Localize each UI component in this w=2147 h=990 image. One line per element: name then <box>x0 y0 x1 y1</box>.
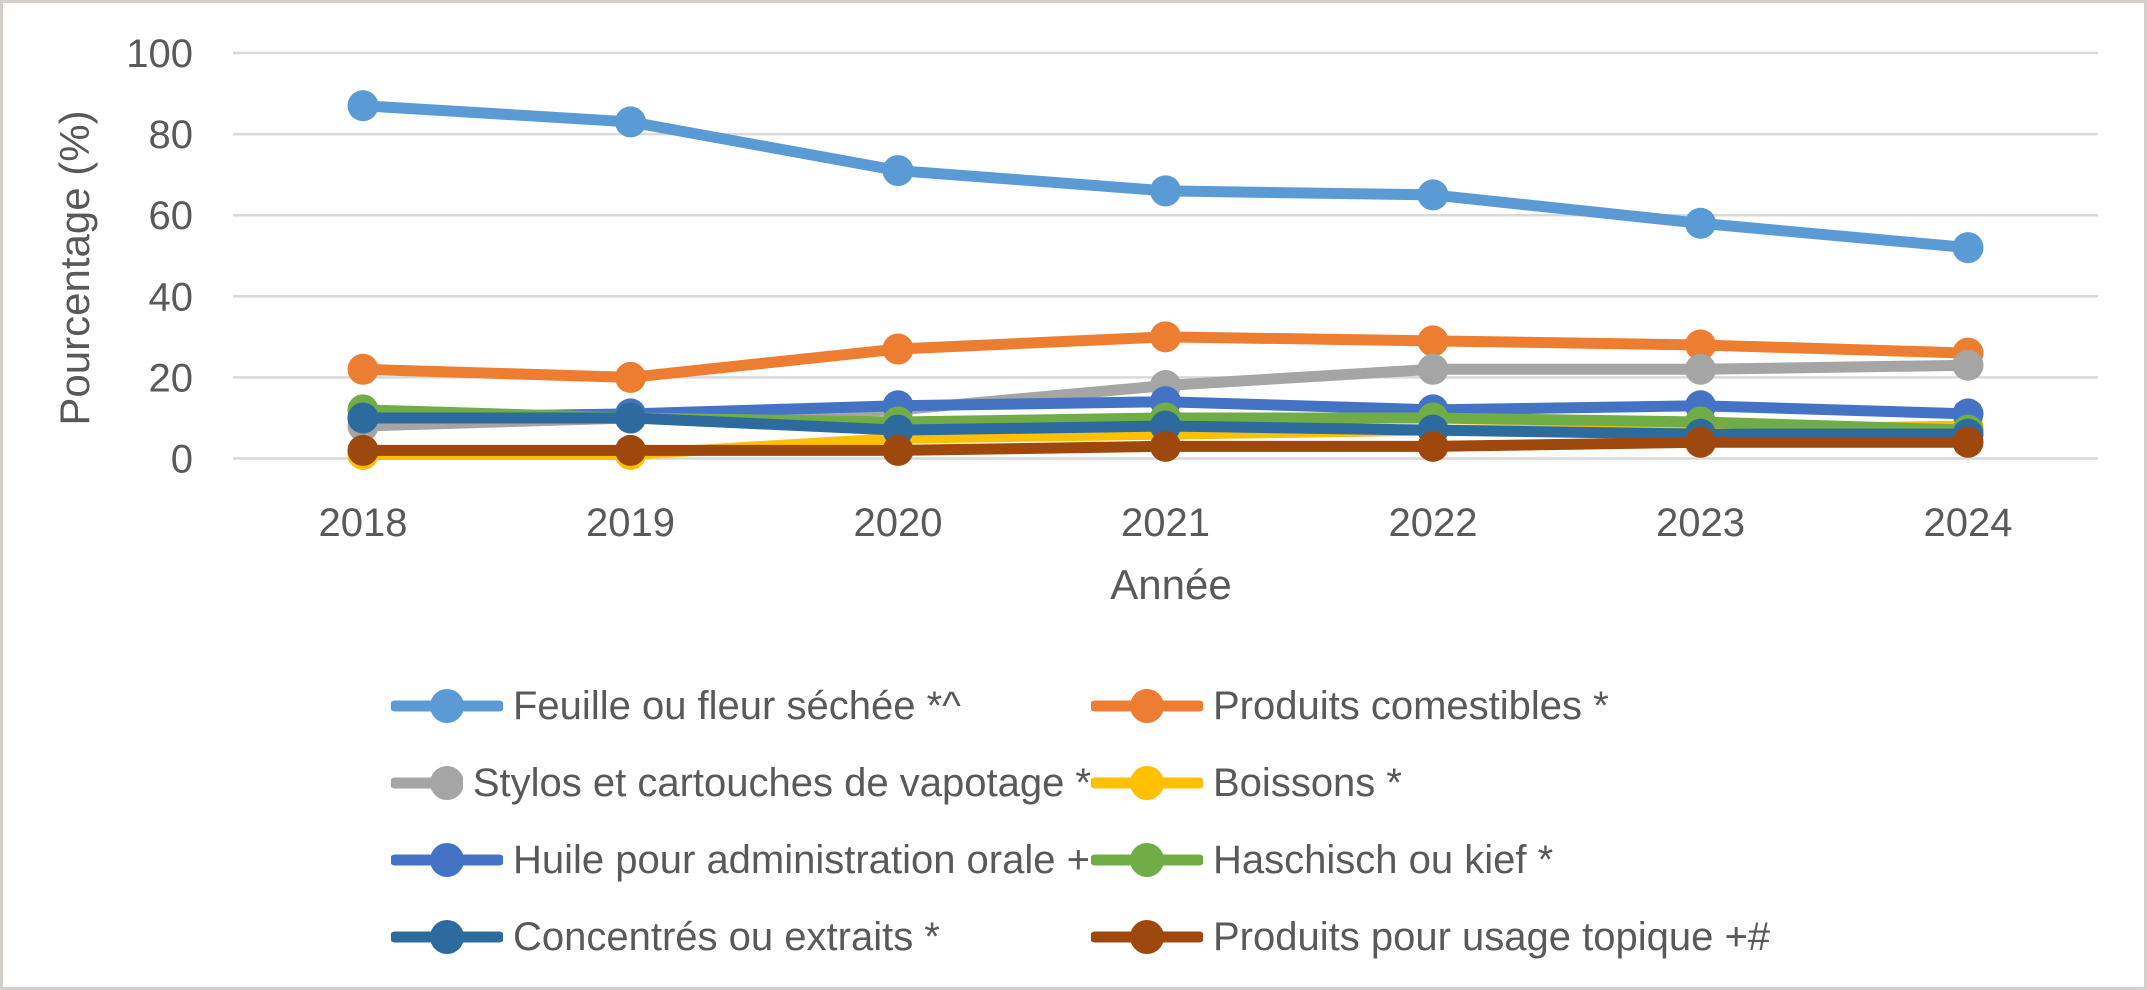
y-tick-label: 60 <box>149 194 194 238</box>
legend-item: Concentrés ou extraits * <box>391 915 1091 959</box>
x-tick-label: 2018 <box>319 501 408 545</box>
x-tick-label: 2023 <box>1656 501 1745 545</box>
legend-item: Haschisch ou kief * <box>1091 838 1770 882</box>
legend-item: Huile pour administration orale + <box>391 838 1091 882</box>
legend-label: Stylos et cartouches de vapotage * <box>472 760 1091 805</box>
data-point <box>1685 329 1716 361</box>
legend-marker-icon <box>391 688 503 723</box>
legend: Feuille ou fleur séchée *^ Produits comes… <box>391 667 1770 975</box>
legend-label: Boissons * <box>1213 760 1402 805</box>
series-layer <box>347 90 1984 470</box>
legend-label: Feuille ou fleur séchée *^ <box>513 683 961 728</box>
data-point <box>347 90 379 122</box>
legend-label: Haschisch ou kief * <box>1213 837 1554 882</box>
y-tick-label: 40 <box>149 275 194 319</box>
y-tick-label: 0 <box>171 438 193 482</box>
data-point <box>1685 207 1716 239</box>
y-tick-label: 20 <box>149 356 194 400</box>
legend-item: Stylos et cartouches de vapotage * <box>391 761 1091 805</box>
legend-marker-icon <box>1091 688 1203 723</box>
x-tick-label: 2019 <box>586 501 675 545</box>
legend-marker-icon <box>391 919 503 954</box>
data-point <box>1150 175 1181 207</box>
data-point <box>882 434 914 466</box>
data-point <box>1685 353 1716 385</box>
data-point <box>882 333 914 365</box>
data-point <box>1150 321 1181 353</box>
data-point <box>882 155 914 187</box>
data-point <box>615 361 646 393</box>
y-axis-tick-labels: 100 80 60 40 20 0 <box>126 32 193 482</box>
legend-marker-icon <box>1091 919 1203 954</box>
legend-label: Produits pour usage topique +# <box>1213 914 1771 959</box>
x-tick-label: 2020 <box>854 501 943 545</box>
data-point <box>1685 426 1716 458</box>
x-tick-label: 2021 <box>1121 501 1210 545</box>
y-axis-title: Pourcentage (%) <box>51 110 98 425</box>
data-point <box>347 402 379 434</box>
line-chart: 100 80 60 40 20 0 2018 2019 2020 2021 2022 2023 202… <box>51 32 2098 608</box>
legend-marker-icon <box>391 765 463 800</box>
data-point <box>1952 349 1984 381</box>
x-tick-label: 2024 <box>1924 501 2013 545</box>
legend-marker-icon <box>1091 842 1203 877</box>
data-point <box>1952 232 1984 264</box>
legend-label: Huile pour administration orale + <box>513 837 1090 882</box>
data-point <box>1417 325 1449 357</box>
y-tick-label: 100 <box>126 32 193 76</box>
legend-item: Boissons * <box>1091 761 1770 805</box>
data-point <box>615 106 646 138</box>
legend-label: Concentrés ou extraits * <box>513 914 940 959</box>
data-point <box>1150 430 1181 462</box>
legend-marker-icon <box>391 842 503 877</box>
legend-item: Produits pour usage topique +# <box>1091 915 1770 959</box>
data-point <box>347 434 379 466</box>
data-point <box>615 434 646 466</box>
legend-item: Feuille ou fleur séchée *^ <box>391 684 1091 728</box>
data-point <box>1417 179 1449 211</box>
data-point <box>1952 426 1984 458</box>
y-tick-label: 80 <box>149 113 194 157</box>
x-tick-label: 2022 <box>1389 501 1478 545</box>
data-point <box>615 402 646 434</box>
data-point <box>1417 430 1449 462</box>
data-point <box>347 353 379 385</box>
legend-marker-icon <box>1091 765 1203 800</box>
data-point <box>1417 353 1449 385</box>
legend-item: Produits comestibles * <box>1091 684 1770 728</box>
x-axis-tick-labels: 2018 2019 2020 2021 2022 2023 2024 <box>319 501 2013 545</box>
legend-label: Produits comestibles * <box>1213 683 1609 728</box>
x-axis-title: Année <box>1110 561 1231 608</box>
